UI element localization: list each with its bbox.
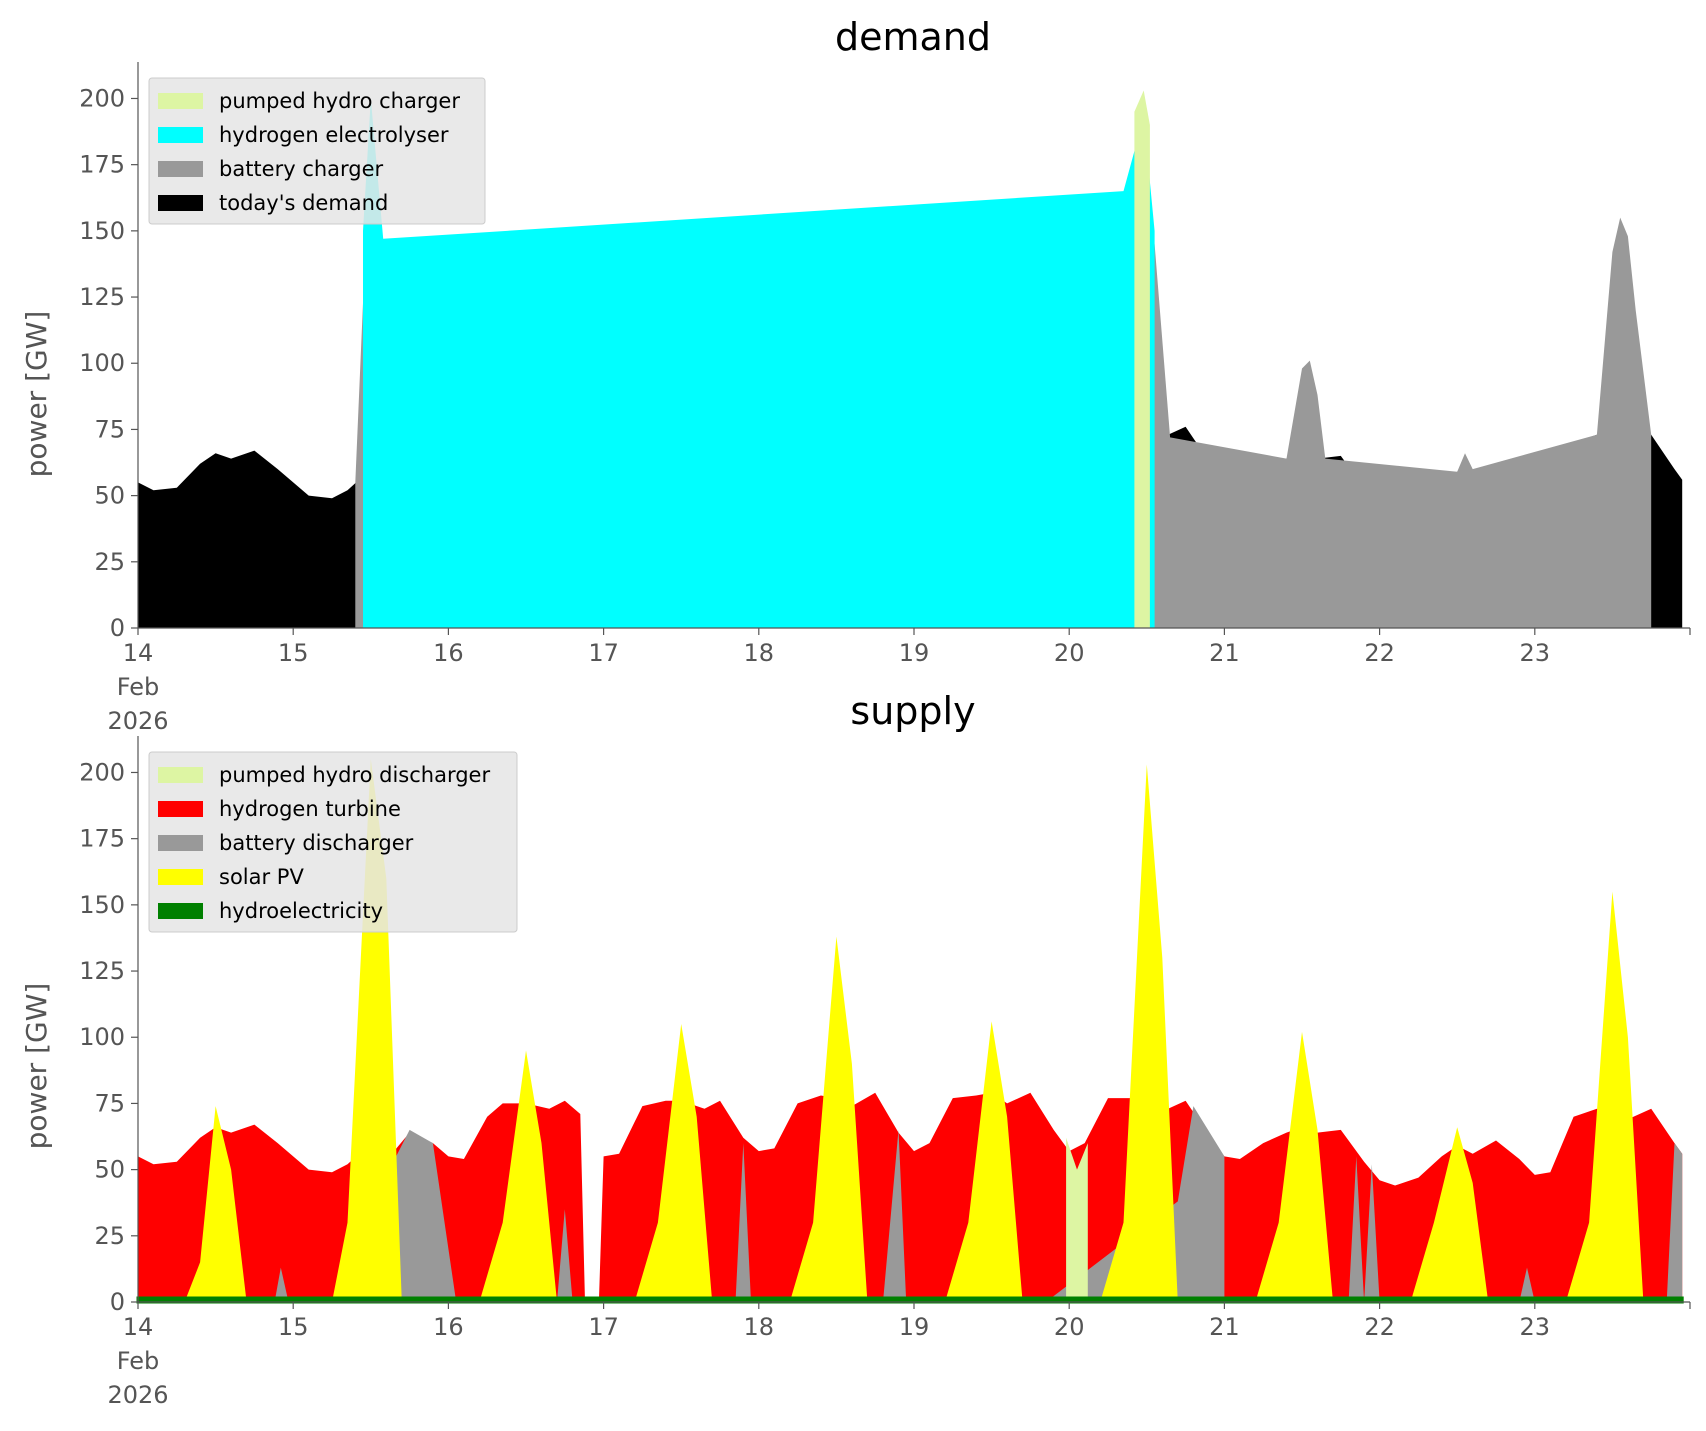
demand-x-tick-label: Feb xyxy=(117,673,160,701)
demand-x-tick-label: 23 xyxy=(1520,639,1551,667)
demand-x-tick-label: 19 xyxy=(899,639,930,667)
supply-legend-swatch-pumped-hydro-discharger xyxy=(158,767,203,783)
demand-legend-label-battery-charger: battery charger xyxy=(219,157,384,181)
supply-x-tick-label: 14 xyxy=(123,1313,154,1341)
demand-legend-swatch-battery-charger xyxy=(158,161,203,177)
demand-y-axis-label: power [GW] xyxy=(20,311,53,478)
supply-legend: pumped hydro discharger hydrogen turbine b… xyxy=(148,751,518,933)
demand-y-tick-label: 175 xyxy=(79,151,125,179)
supply-legend-swatch-battery-discharger xyxy=(158,835,203,851)
supply-x-tick-label: 16 xyxy=(433,1313,464,1341)
supply-x-tick-label: 2026 xyxy=(107,1381,168,1409)
supply-y-axis-label: power [GW] xyxy=(20,983,53,1150)
demand-title: demand xyxy=(835,15,991,59)
demand-y-tick-label: 25 xyxy=(94,548,125,576)
supply-panel: supply power [GW] 0 25 50 75 100 125 150 175 200… xyxy=(20,689,1691,1409)
demand-legend-swatch-pumped-hydro-charger xyxy=(158,93,203,109)
demand-y-tick-label: 75 xyxy=(94,415,125,443)
supply-y-tick-label: 100 xyxy=(79,1023,125,1051)
supply-legend-label-hydrogen-turbine: hydrogen turbine xyxy=(219,797,401,821)
supply-x-tick-label: 20 xyxy=(1054,1313,1085,1341)
demand-series-hydrogen-electrolyser xyxy=(363,98,1155,628)
supply-legend-box xyxy=(148,751,518,933)
supply-x-tick-label: 21 xyxy=(1209,1313,1240,1341)
supply-legend-label-pumped-hydro-discharger: pumped hydro discharger xyxy=(219,763,490,787)
supply-x-tick-label: 15 xyxy=(278,1313,309,1341)
demand-x-tick-label: 20 xyxy=(1054,639,1085,667)
demand-y-tick-label: 200 xyxy=(79,84,125,112)
demand-series-pumped-hydro-charger xyxy=(1134,90,1150,628)
supply-y-tick-label: 125 xyxy=(79,957,125,985)
supply-y-tick-label: 175 xyxy=(79,825,125,853)
demand-x-tick-label: 15 xyxy=(278,639,309,667)
supply-series-pumped-hydro-discharger xyxy=(1066,1137,1088,1302)
demand-legend-label-today-s-demand: today's demand xyxy=(219,191,388,215)
demand-x-tick-label: 17 xyxy=(588,639,619,667)
demand-x-tick-label: 14 xyxy=(123,639,154,667)
demand-legend-label-pumped-hydro-charger: pumped hydro charger xyxy=(219,89,460,113)
demand-panel: demand power [GW] 0 25 50 75 100 125 150 175 200… xyxy=(20,15,1691,735)
demand-x-tick-label: 16 xyxy=(433,639,464,667)
supply-x-tick-label: 18 xyxy=(744,1313,775,1341)
demand-y-tick-label: 50 xyxy=(94,482,125,510)
supply-axes: 0 25 50 75 100 125 150 175 200 14 Feb 2026 15 16 17 18 1… xyxy=(79,736,1691,1409)
demand-x-tick-label: 18 xyxy=(744,639,775,667)
supply-legend-label-hydroelectricity: hydroelectricity xyxy=(219,899,383,923)
supply-y-tick-label: 25 xyxy=(94,1222,125,1250)
supply-x-tick-label: 22 xyxy=(1364,1313,1395,1341)
supply-y-tick-label: 200 xyxy=(79,758,125,786)
demand-y-tick-label: 125 xyxy=(79,283,125,311)
supply-title: supply xyxy=(850,689,975,733)
supply-y-tick-label: 150 xyxy=(79,891,125,919)
demand-y-tick-label: 100 xyxy=(79,349,125,377)
supply-x-tick-label: 19 xyxy=(899,1313,930,1341)
demand-legend-swatch-today-s-demand xyxy=(158,195,203,211)
demand-series-layer xyxy=(138,90,1683,628)
demand-x-tick-label: 21 xyxy=(1209,639,1240,667)
supply-y-tick-label: 50 xyxy=(94,1156,125,1184)
supply-legend-label-battery-discharger: battery discharger xyxy=(219,831,414,855)
supply-x-tick-label: 17 xyxy=(588,1313,619,1341)
demand-legend-swatch-hydrogen-electrolyser xyxy=(158,127,203,143)
demand-x-tick-label: 2026 xyxy=(107,707,168,735)
supply-x-tick-label: 23 xyxy=(1520,1313,1551,1341)
supply-legend-swatch-hydrogen-turbine xyxy=(158,801,203,817)
demand-legend-box xyxy=(148,77,486,225)
demand-legend-label-hydrogen-electrolyser: hydrogen electrolyser xyxy=(219,123,449,147)
demand-legend: pumped hydro charger hydrogen electrolyse… xyxy=(148,77,486,225)
demand-x-tick-label: 22 xyxy=(1364,639,1395,667)
supply-y-tick-label: 0 xyxy=(110,1288,125,1316)
demand-y-tick-label: 150 xyxy=(79,217,125,245)
supply-legend-swatch-solar-pv xyxy=(158,869,203,885)
demand-axes: 0 25 50 75 100 125 150 175 200 14 Feb 2026 15 16 17 18 1… xyxy=(79,62,1691,735)
supply-legend-swatch-hydroelectricity xyxy=(158,903,203,919)
supply-y-tick-label: 75 xyxy=(94,1089,125,1117)
supply-legend-label-solar-pv: solar PV xyxy=(219,865,304,889)
supply-x-tick-label: Feb xyxy=(117,1347,160,1375)
supply-series-battery-discharger xyxy=(274,1106,1683,1302)
demand-y-tick-label: 0 xyxy=(110,614,125,642)
